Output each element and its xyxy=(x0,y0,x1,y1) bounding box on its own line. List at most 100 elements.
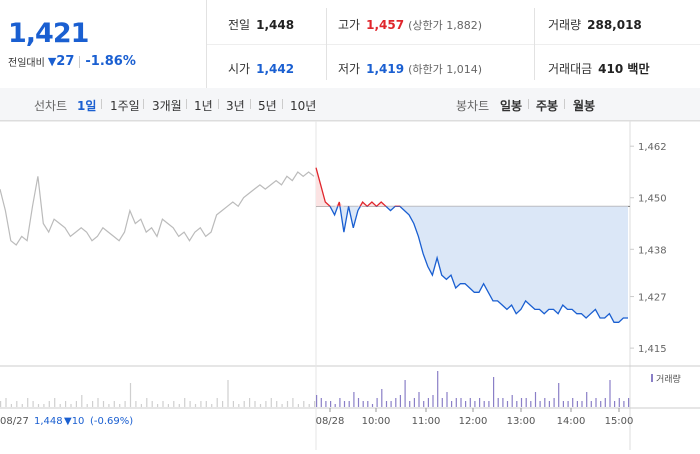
today-volume-bar xyxy=(353,392,355,407)
prev-volume-bar xyxy=(227,380,229,407)
prev-volume-bar xyxy=(194,404,197,407)
change-percent: -1.86% xyxy=(85,54,136,69)
prev-volume-bar xyxy=(297,404,299,407)
today-volume-bar xyxy=(320,398,322,407)
tab-1d[interactable]: 1일 xyxy=(77,99,97,113)
prev-volume-bar xyxy=(232,401,234,407)
divider xyxy=(186,99,187,109)
prev-volume-bar xyxy=(140,404,142,407)
prev-volume-bar xyxy=(157,404,159,407)
today-volume-bar xyxy=(395,398,397,407)
tab-3y[interactable]: 3년 xyxy=(226,99,245,113)
today-volume-bar xyxy=(427,398,429,407)
y-tick-label: 1,462 xyxy=(638,142,667,153)
prev-day-footer: 08/27 1,448 ▼10 (-0.69%) xyxy=(0,416,133,427)
stat-sub: (하한가 1,014) xyxy=(408,62,482,76)
divider xyxy=(207,44,700,45)
tab-5y[interactable]: 5년 xyxy=(258,99,277,113)
prev-volume-bar xyxy=(92,401,94,407)
today-volume-bar xyxy=(544,398,546,407)
prev-volume-bar xyxy=(249,398,251,407)
today-volume-bar xyxy=(506,401,509,407)
quote-header: 1,421 전일대비 ▼ 27 -1.86% 전일 1,448 고가 1,457… xyxy=(0,0,700,89)
tab-daily[interactable]: 일봉 xyxy=(500,99,523,113)
prev-volume-bar xyxy=(124,401,126,407)
current-price: 1,421 xyxy=(8,18,89,49)
prev-volume-bar xyxy=(97,398,99,407)
today-volume-bar xyxy=(385,401,388,407)
prev-volume-bar xyxy=(292,398,294,407)
today-volume-bar xyxy=(390,401,392,407)
stat-label: 거래대금 xyxy=(548,62,593,76)
below-prev-close-fill xyxy=(316,206,628,323)
today-line-up xyxy=(315,167,401,207)
today-volume-bar xyxy=(483,401,485,407)
prev-volume-bar xyxy=(135,401,137,407)
today-volume-bar xyxy=(586,392,588,407)
today-volume-bar xyxy=(423,401,425,407)
stat-label: 거래량 xyxy=(548,18,582,32)
prev-volume-bar xyxy=(108,404,110,407)
stat-high: 고가 1,457 (상한가 1,882) xyxy=(338,16,482,33)
prev-volume-bar xyxy=(259,404,262,407)
today-volume-bar xyxy=(530,401,532,407)
today-volume-bar xyxy=(316,395,318,407)
today-volume-bar xyxy=(520,398,523,407)
change-row: 전일대비 ▼ 27 -1.86% xyxy=(8,54,136,69)
prev-volume-bar xyxy=(21,404,23,407)
line-chart-label: 선차트 xyxy=(34,99,68,113)
y-tick-label: 1,450 xyxy=(638,194,667,205)
volume-legend: 거래량 xyxy=(656,373,681,385)
prev-volume-bar xyxy=(151,401,153,407)
x-tick-label: 08/28 xyxy=(316,416,345,427)
today-volume-bar xyxy=(614,401,616,407)
stat-label: 고가 xyxy=(338,18,361,32)
prev-volume-bar xyxy=(54,398,56,407)
down-arrow-icon: ▼ xyxy=(47,55,57,68)
prev-volume-bar xyxy=(286,401,289,407)
today-volume-bar xyxy=(604,398,606,407)
today-volume-bar xyxy=(474,401,476,407)
today-volume-bar xyxy=(581,401,583,407)
tab-weekly[interactable]: 주봉 xyxy=(536,99,559,113)
stat-value: 1,442 xyxy=(256,61,295,76)
prev-volume-bar xyxy=(211,404,213,407)
prev-volume-bar xyxy=(167,404,169,407)
tab-monthly[interactable]: 월봉 xyxy=(573,99,596,113)
price-chart-svg: 1,462 1,450 1,438 1,427 1,415 08/28 10:00 11:0… xyxy=(0,120,700,450)
today-volume-bar xyxy=(367,401,369,407)
today-volume-bar xyxy=(548,401,550,407)
prev-volume-bar xyxy=(59,404,61,407)
x-tick-label: 14:00 xyxy=(557,416,586,427)
x-tick-label: 15:00 xyxy=(605,416,634,427)
prev-volume-bar xyxy=(10,404,12,407)
price-chart: 1,462 1,450 1,438 1,427 1,415 08/28 10:00 11:0… xyxy=(0,120,700,450)
prev-volume-bar xyxy=(200,401,202,407)
change-label: 전일대비 xyxy=(8,58,45,69)
divider xyxy=(250,99,251,109)
tab-10y[interactable]: 10년 xyxy=(290,99,317,113)
tab-1y[interactable]: 1년 xyxy=(194,99,213,113)
today-volume-bar xyxy=(413,398,415,407)
today-volume-bar xyxy=(451,401,453,407)
stat-volume: 거래량 288,018 xyxy=(548,16,642,33)
stat-sub: (상한가 1,882) xyxy=(408,18,482,32)
prev-volume-bar xyxy=(37,404,40,407)
tab-3m[interactable]: 3개월 xyxy=(152,99,182,113)
today-volume-bar xyxy=(558,383,560,407)
tab-1w[interactable]: 1주일 xyxy=(110,99,140,113)
today-volume-bar xyxy=(334,404,336,407)
today-volume-bar xyxy=(418,392,420,407)
today-volume-bar xyxy=(432,395,434,407)
today-volume-bar xyxy=(399,395,401,407)
stat-low: 저가 1,419 (하한가 1,014) xyxy=(338,60,482,77)
today-volume-bar xyxy=(371,404,374,407)
today-volume-bar xyxy=(511,395,513,407)
prev-volume-bar xyxy=(70,404,72,407)
today-volume-bar xyxy=(618,398,620,407)
x-tick-label: 13:00 xyxy=(507,416,536,427)
candle-chart-label: 봉차트 xyxy=(456,99,490,113)
stat-label: 시가 xyxy=(228,62,251,76)
today-volume-bar xyxy=(460,398,462,407)
divider xyxy=(282,99,283,109)
